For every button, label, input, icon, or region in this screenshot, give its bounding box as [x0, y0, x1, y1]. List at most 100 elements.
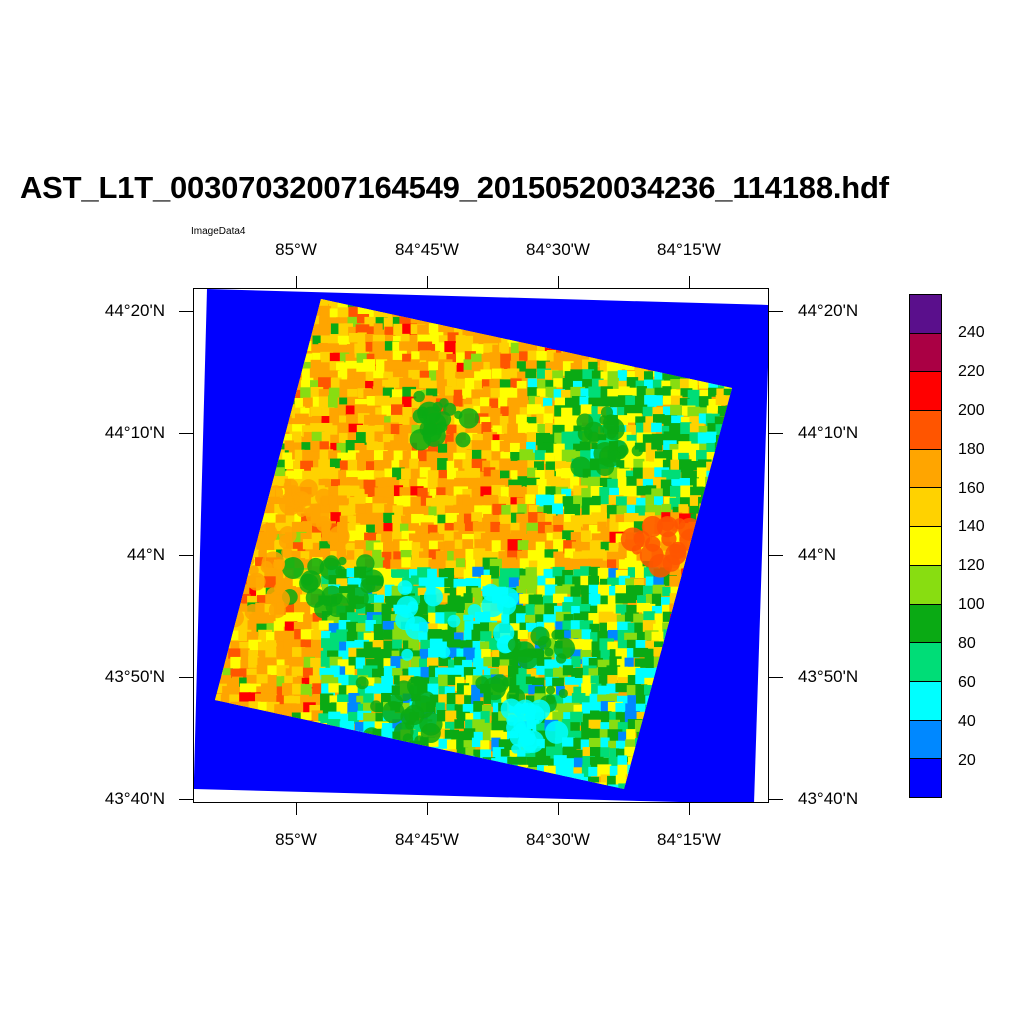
image-pixel: [381, 460, 397, 471]
image-pixel: [644, 648, 655, 661]
image-pixel: [437, 629, 449, 643]
image-pixel: [356, 314, 370, 324]
image-pixel: [228, 684, 238, 696]
image-pixel: [642, 299, 652, 300]
image-patch: [335, 566, 347, 577]
image-pixel: [400, 569, 413, 581]
image-pixel: [321, 575, 336, 587]
image-pixel: [446, 639, 461, 652]
image-pixel: [462, 335, 474, 349]
image-pixel: [553, 378, 564, 388]
image-pixel: [645, 640, 659, 650]
image-pixel: [363, 359, 376, 374]
image-pixel: [347, 378, 363, 390]
image-pixel: [291, 695, 304, 708]
colorbar-box: [910, 719, 941, 759]
image-pixel: [345, 665, 355, 681]
image-pixel: [480, 631, 492, 646]
image-pixel: [446, 467, 459, 480]
image-pixel: [544, 423, 555, 436]
image-pixel: [302, 397, 318, 407]
colorbar-label: 240: [958, 324, 985, 341]
image-pixel: [382, 379, 396, 392]
image-pixel: [446, 377, 457, 390]
image-pixel: [230, 668, 245, 678]
image-pixel: [194, 795, 203, 803]
image-pixel: [365, 620, 376, 632]
image-pixel: [257, 650, 270, 661]
image-pixel: [546, 350, 556, 363]
image-pixel: [645, 449, 657, 462]
image-pixel: [489, 360, 500, 372]
image-pixel: [689, 423, 705, 433]
image-pixel: [328, 711, 341, 723]
image-pixel: [510, 470, 520, 485]
image-pixel: [651, 593, 662, 609]
image-pixel: [474, 596, 484, 606]
image-patch: [361, 569, 385, 593]
image-pixel: [329, 458, 342, 471]
image-pixel: [463, 630, 476, 643]
image-pixel: [661, 469, 672, 480]
image-pixel: [507, 756, 518, 767]
image-pixel: [327, 343, 339, 354]
image-pixel: [492, 747, 505, 759]
image-pixel: [519, 684, 533, 694]
image-pixel: [553, 551, 564, 564]
image-pixel: [626, 377, 639, 391]
image-pixel: [481, 505, 492, 516]
image-pixel: [471, 389, 485, 402]
image-pixel: [399, 316, 411, 331]
image-pixel: [582, 524, 595, 536]
image-pixel: [509, 659, 525, 670]
image-pixel: [625, 703, 637, 715]
image-pixel: [345, 793, 357, 803]
image-pixel: [516, 613, 526, 628]
image-pixel: [525, 567, 537, 582]
image-pixel: [582, 369, 595, 384]
lat-tick-label-right: 44°10'N: [798, 423, 859, 442]
image-pixel: [600, 541, 611, 551]
image-pixel: [498, 576, 511, 588]
image-pixel: [564, 478, 575, 492]
image-pixel: [525, 368, 537, 379]
image-pixel: [354, 470, 366, 482]
image-pixel: [265, 648, 277, 664]
image-pixel: [589, 623, 600, 637]
image-pixel: [372, 515, 385, 529]
image-pixel: [446, 460, 458, 475]
image-pixel: [492, 407, 507, 419]
image-pixel: [570, 362, 583, 373]
image-pixel: [330, 479, 342, 491]
image-pixel: [273, 621, 284, 634]
image-pixel: [625, 578, 639, 589]
image-pixel: [554, 494, 566, 510]
image-pixel: [626, 604, 637, 616]
image-pixel: [282, 683, 295, 697]
image-pixel: [465, 747, 476, 757]
image-pixel: [688, 460, 703, 471]
image-pixel: [615, 712, 626, 724]
image-pixel: [617, 415, 628, 428]
image-pixel: [435, 533, 451, 544]
image-pixel: [391, 361, 404, 374]
image-pixel: [302, 521, 315, 531]
image-pixel: [291, 712, 304, 723]
image-pixel: [354, 722, 370, 733]
image-pixel: [491, 720, 507, 731]
image-pixel: [607, 641, 618, 653]
image-pixel: [283, 424, 295, 436]
image-pixel: [347, 577, 360, 588]
image-pixel: [759, 289, 769, 297]
image-pixel: [375, 649, 385, 661]
image-pixel: [374, 352, 387, 365]
image-pixel: [346, 477, 358, 489]
image-pixel: [339, 560, 351, 574]
image-pixel: [591, 641, 603, 657]
image-pixel: [301, 425, 311, 437]
image-pixel: [338, 485, 351, 499]
image-pixel: [300, 694, 310, 710]
image-pixel: [562, 620, 578, 633]
image-pixel: [336, 549, 347, 560]
image-patch: [346, 586, 369, 610]
